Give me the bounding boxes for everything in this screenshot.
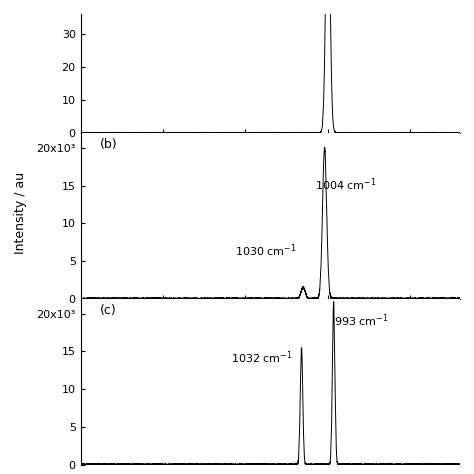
Text: (c): (c) bbox=[100, 304, 116, 317]
Text: 1030 cm$^{-1}$: 1030 cm$^{-1}$ bbox=[235, 243, 297, 259]
Text: (b): (b) bbox=[100, 138, 117, 151]
Text: 1004 cm$^{-1}$: 1004 cm$^{-1}$ bbox=[315, 176, 377, 193]
Text: 1032 cm$^{-1}$: 1032 cm$^{-1}$ bbox=[231, 350, 293, 366]
Text: Intensity / au: Intensity / au bbox=[14, 172, 27, 255]
Text: 993 cm$^{-1}$: 993 cm$^{-1}$ bbox=[334, 312, 388, 329]
